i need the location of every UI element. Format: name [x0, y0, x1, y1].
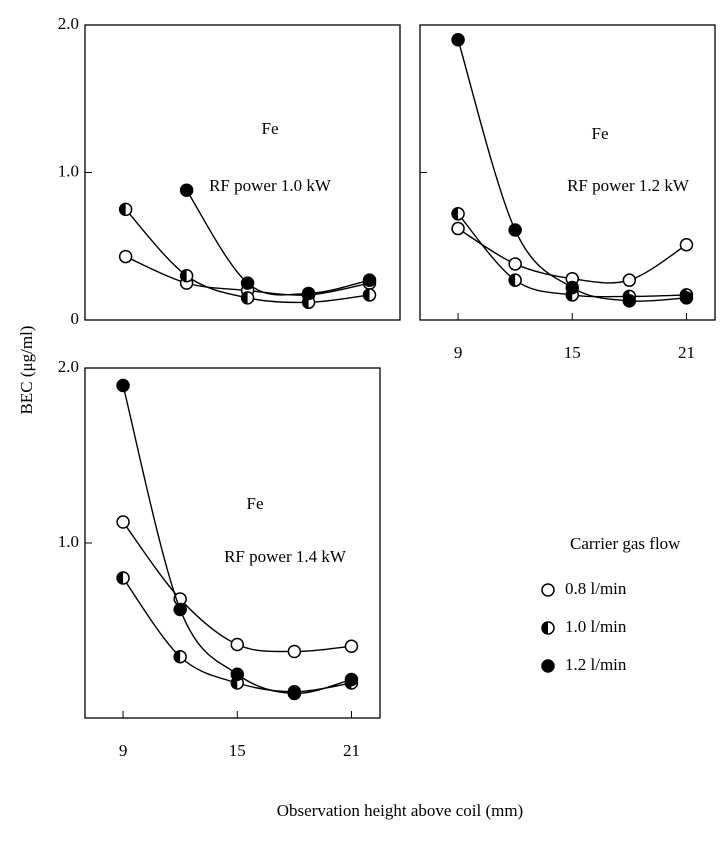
marker	[541, 659, 555, 673]
marker-circle	[116, 515, 130, 529]
marker-circle	[344, 639, 359, 653]
marker	[179, 269, 194, 283]
series-line	[186, 189, 370, 296]
marker	[451, 33, 465, 47]
marker-circle	[230, 667, 245, 681]
plot-frame	[84, 367, 381, 719]
marker	[451, 207, 465, 221]
marker-circle	[116, 378, 130, 393]
x-tick-label: 15	[564, 343, 581, 362]
marker-circle	[451, 33, 465, 47]
annotation: Fe	[592, 124, 609, 143]
marker-circle	[301, 286, 316, 301]
legend-label: 1.2 l/min	[565, 655, 627, 674]
marker	[508, 273, 522, 287]
marker	[116, 515, 130, 529]
marker-circle	[118, 249, 133, 264]
marker-circle	[230, 637, 245, 652]
marker	[679, 291, 694, 305]
y-tick-label: 1.0	[58, 532, 79, 551]
legend-label: 1.0 l/min	[565, 617, 627, 636]
legend-label: 0.8 l/min	[565, 579, 627, 598]
marker	[565, 280, 580, 295]
marker	[116, 378, 130, 393]
marker-circle	[451, 221, 465, 236]
marker-circle	[240, 276, 255, 290]
plot-frame	[84, 24, 401, 321]
marker	[287, 686, 302, 701]
marker	[541, 583, 555, 597]
marker	[541, 621, 555, 635]
x-tick-label: 9	[119, 741, 128, 760]
marker	[451, 221, 465, 236]
annotation: RF power 1.2 kW	[567, 176, 690, 195]
marker-circle	[541, 659, 555, 673]
y-tick-label: 2.0	[58, 14, 79, 33]
marker-half	[180, 269, 187, 282]
legend-title: Carrier gas flow	[570, 534, 681, 553]
marker-circle	[287, 644, 302, 659]
y-tick-label: 1.0	[58, 161, 79, 180]
marker-circle	[344, 672, 359, 687]
marker-half	[174, 650, 181, 663]
marker-circle	[508, 257, 522, 271]
y-tick-label: 2.0	[58, 357, 79, 376]
marker	[287, 644, 302, 659]
marker	[508, 223, 522, 237]
marker	[622, 294, 637, 308]
x-axis-label: Observation height above coil (mm)	[277, 801, 523, 820]
y-tick-label: 0	[71, 309, 80, 328]
marker	[173, 602, 187, 617]
marker	[344, 672, 359, 687]
marker	[301, 286, 316, 301]
marker	[230, 667, 245, 681]
marker-circle	[508, 223, 522, 237]
marker	[622, 273, 637, 287]
marker	[679, 238, 694, 252]
y-axis-label: BEC (μg/ml)	[17, 326, 36, 415]
marker-half	[452, 207, 459, 220]
x-tick-label: 9	[454, 343, 463, 362]
marker	[508, 257, 522, 271]
marker-half	[509, 274, 516, 287]
marker-half	[363, 288, 370, 301]
marker-circle	[622, 294, 637, 308]
marker-half	[241, 291, 248, 304]
annotation: RF power 1.0 kW	[209, 176, 332, 195]
marker-half	[542, 622, 548, 634]
marker-half	[117, 572, 124, 584]
marker	[118, 249, 133, 264]
annotation: RF power 1.4 kW	[224, 547, 347, 566]
annotation: Fe	[247, 494, 264, 513]
marker	[179, 183, 194, 197]
x-tick-label: 21	[678, 343, 695, 362]
marker-circle	[565, 280, 580, 295]
marker	[362, 273, 377, 287]
marker	[173, 650, 187, 664]
marker	[240, 291, 255, 305]
x-tick-label: 21	[343, 741, 360, 760]
annotation: Fe	[262, 119, 279, 138]
legend-title-text: Carrier gas flow	[570, 534, 681, 553]
marker	[240, 276, 255, 290]
marker-circle	[362, 273, 377, 287]
marker-circle	[541, 583, 555, 597]
marker	[362, 288, 377, 302]
marker-circle	[173, 602, 187, 617]
marker-half	[119, 203, 126, 216]
marker	[116, 571, 130, 585]
marker-circle	[679, 238, 694, 252]
marker-circle	[679, 291, 694, 305]
marker	[118, 202, 133, 217]
series-line	[457, 39, 687, 302]
marker-circle	[622, 273, 637, 287]
x-tick-label: 15	[229, 741, 246, 760]
marker-circle	[287, 686, 302, 701]
marker	[230, 637, 245, 652]
marker-circle	[179, 183, 194, 197]
marker	[344, 639, 359, 653]
series-line	[122, 521, 352, 653]
